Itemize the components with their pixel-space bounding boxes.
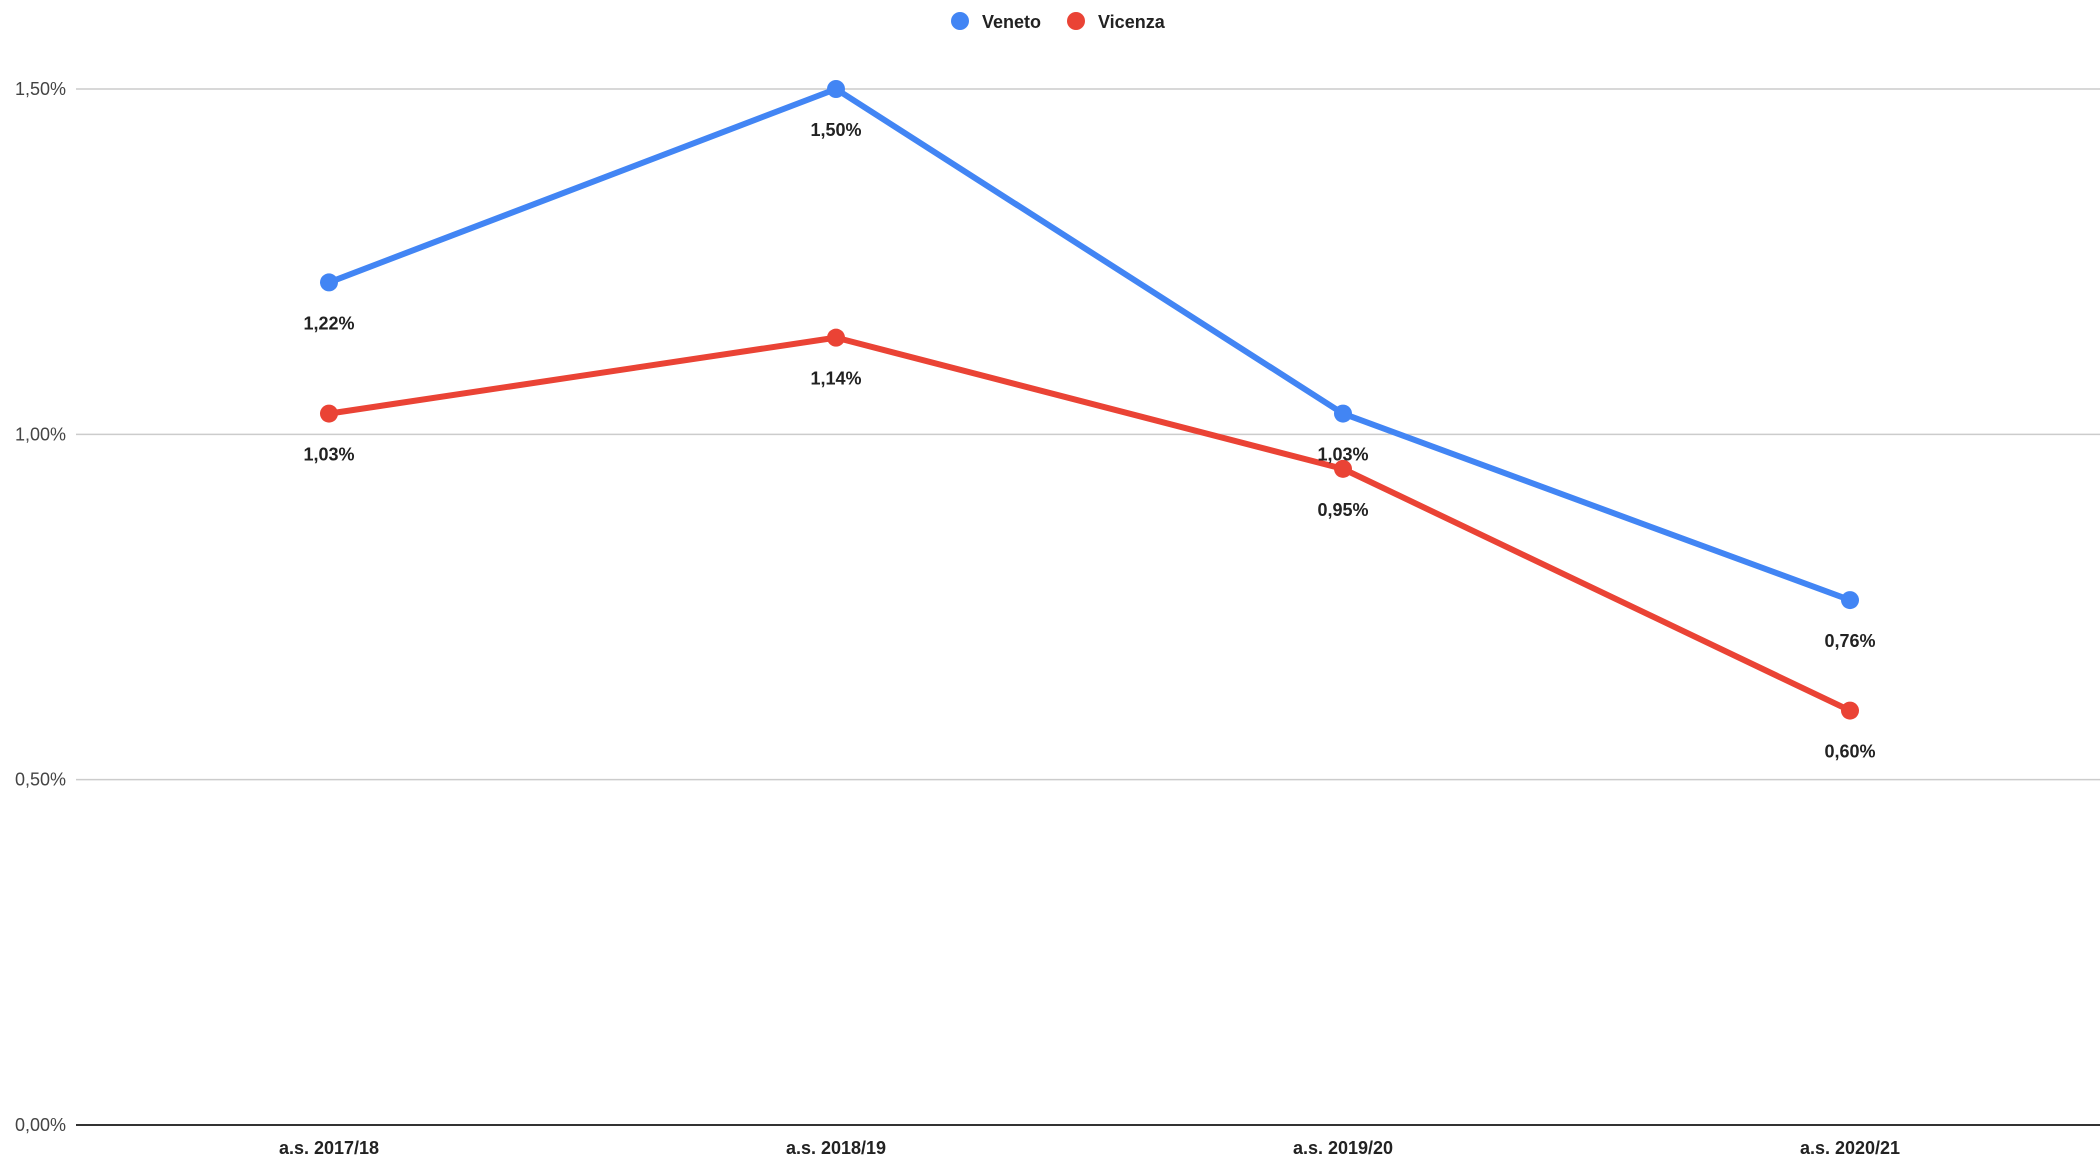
- data-point-veneto[interactable]: [1841, 591, 1859, 610]
- y-tick-label: 0,00%: [15, 1115, 66, 1135]
- data-labels: 1,22% 1,50% 1,03% 0,76% 1,03% 1,14% 0,95% 0,60%: [303, 120, 1875, 762]
- data-label-vicenza: 0,95%: [1317, 500, 1368, 520]
- data-point-vicenza[interactable]: [320, 404, 338, 423]
- legend-marker-veneto: [951, 12, 969, 30]
- x-tick-label: a.s. 2017/18: [279, 1138, 379, 1158]
- data-point-veneto[interactable]: [320, 273, 338, 292]
- data-label-veneto: 0,76%: [1824, 631, 1875, 651]
- y-axis: 0,00% 0,50% 1,00% 1,50%: [15, 79, 66, 1135]
- legend: Veneto Vicenza: [951, 12, 1166, 32]
- data-label-veneto: 1,03%: [1317, 445, 1368, 465]
- x-tick-label: a.s. 2018/19: [786, 1138, 886, 1158]
- series-line-veneto: [326, 86, 1853, 604]
- x-tick-label: a.s. 2020/21: [1800, 1138, 1900, 1158]
- legend-label-vicenza[interactable]: Vicenza: [1098, 12, 1166, 32]
- series-line-vicenza: [326, 334, 1853, 714]
- series-group: [320, 80, 1859, 720]
- gridlines: [76, 88, 2100, 1126]
- data-point-vicenza[interactable]: [1334, 459, 1352, 478]
- data-point-veneto[interactable]: [827, 80, 845, 98]
- x-tick-label: a.s. 2019/20: [1293, 1138, 1393, 1158]
- legend-label-veneto[interactable]: Veneto: [982, 12, 1041, 32]
- data-point-veneto[interactable]: [1334, 404, 1352, 423]
- x-axis: a.s. 2017/18 a.s. 2018/19 a.s. 2019/20 a.s.…: [279, 1138, 1900, 1158]
- y-tick-label: 1,50%: [15, 79, 66, 99]
- data-point-vicenza[interactable]: [827, 328, 845, 347]
- data-point-vicenza[interactable]: [1841, 701, 1859, 720]
- legend-marker-vicenza: [1067, 12, 1085, 30]
- data-label-veneto: 1,22%: [303, 313, 354, 333]
- data-label-vicenza: 1,03%: [303, 445, 354, 465]
- data-label-vicenza: 0,60%: [1824, 742, 1875, 762]
- data-label-veneto: 1,50%: [810, 120, 861, 140]
- y-tick-label: 0,50%: [15, 770, 66, 790]
- data-label-vicenza: 1,14%: [810, 369, 861, 389]
- y-tick-label: 1,00%: [15, 424, 66, 444]
